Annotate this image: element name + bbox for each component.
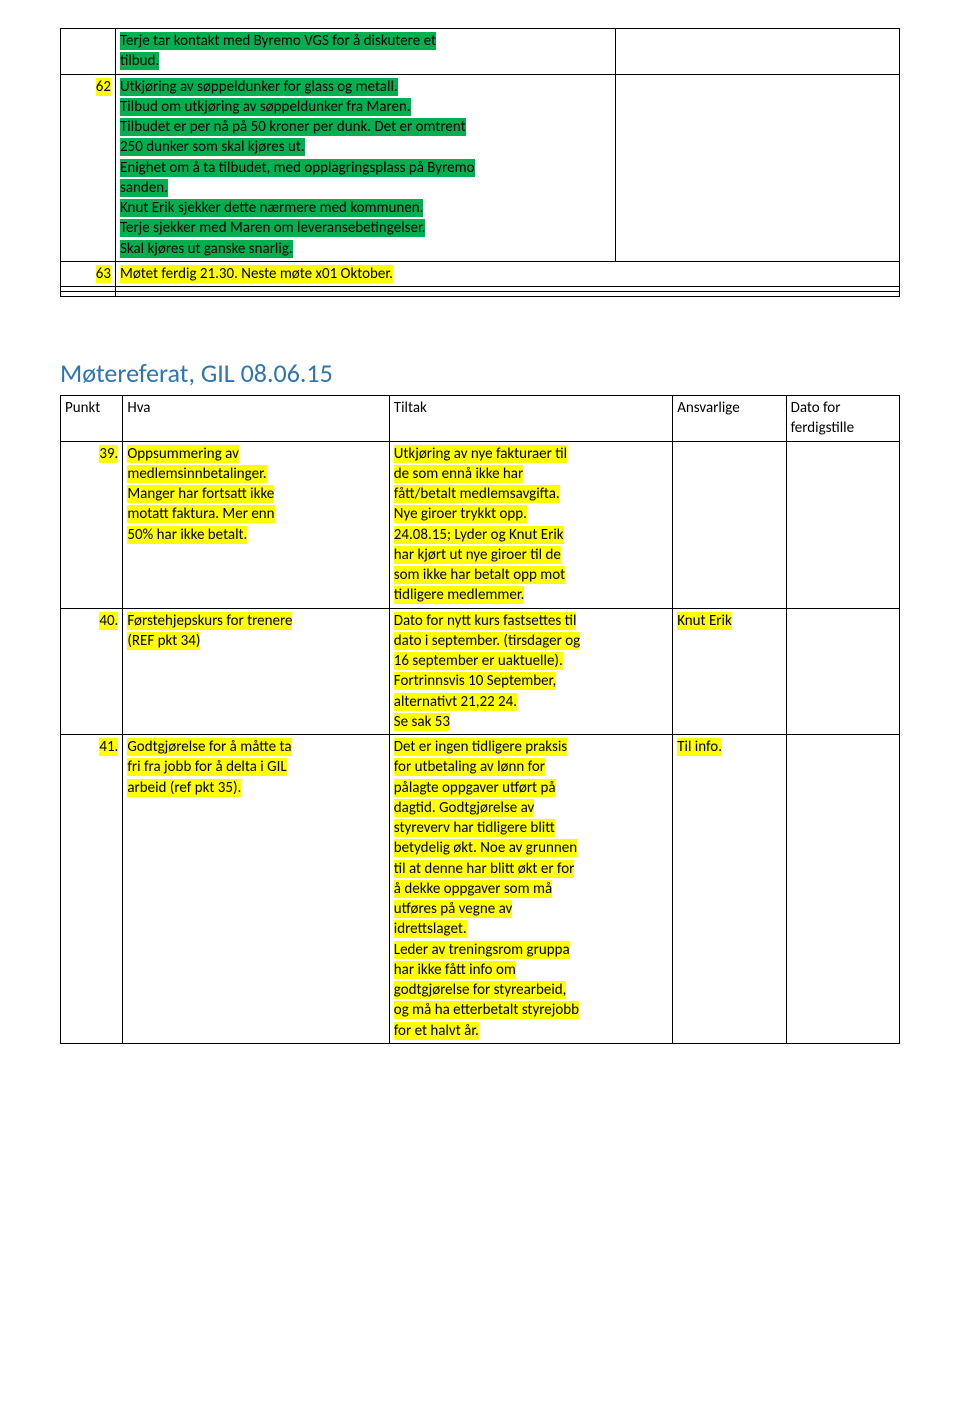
text-segment: dato i september. (tirsdager og [394, 632, 580, 650]
text-segment: Dato for nytt kurs fastsettes til [394, 612, 577, 630]
text-segment: 50% har ikke betalt. [127, 526, 247, 544]
header-dato: Dato for ferdigstille [786, 396, 899, 442]
header-tiltak: Tiltak [389, 396, 672, 442]
text-segment: 24.08.15; Lyder og Knut Erik [394, 526, 564, 544]
text-segment: motatt faktura. Mer enn [127, 505, 274, 523]
table-header-row: Punkt Hva Tiltak Ansvarlige Dato for fer… [61, 396, 900, 442]
page-title: Møtereferat, GIL 08.06.15 [60, 357, 900, 389]
text-segment: Leder av treningsrom gruppa [394, 941, 570, 959]
cell-tiltak: Utkjøring av nye fakturaer til de som enn… [389, 441, 672, 608]
cell-hva: Førstehjepskurs for trenere (REF pkt 34) [123, 608, 389, 735]
row-content: Møtet ferdig 21.30. Neste møte x01 Oktob… [116, 261, 900, 286]
cell-dato [786, 735, 899, 1044]
text-segment: Fortrinnsvis 10 September, [394, 672, 557, 690]
text-segment: Knut Erik sjekker dette nærmere med komm… [120, 199, 423, 217]
text-segment: betydelig økt. Noe av grunnen [394, 839, 577, 857]
row-number: 40. [61, 608, 123, 735]
header-punkt: Punkt [61, 396, 123, 442]
text-segment: styreverv har tidligere blitt [394, 819, 555, 837]
text-segment: godtgjørelse for styrearbeid, [394, 981, 567, 999]
text-segment: dagtid. Godtgjørelse av [394, 799, 535, 817]
row-number [61, 292, 116, 297]
text-segment: Godtgjørelse for å måtte ta [127, 738, 291, 756]
text-segment: Se sak 53 [394, 713, 450, 731]
row-number: 41. [61, 735, 123, 1044]
table-row [61, 292, 900, 297]
row-number: 62 [61, 74, 116, 261]
text-segment: å dekke oppgaver som må [394, 880, 552, 898]
text-segment: de som ennå ikke har [394, 465, 523, 483]
text-segment: fått/betalt medlemsavgifta. [394, 485, 560, 503]
table-row: 62Utkjøring av søppeldunker for glass og… [61, 74, 900, 261]
row-content: Terje tar kontakt med Byremo VGS for å d… [116, 29, 616, 75]
text-segment: tidligere medlemmer. [394, 586, 525, 604]
text-segment: 16 september er uaktuelle). [394, 652, 563, 670]
cell-ansvar [673, 441, 786, 608]
text-segment: Det er ingen tidligere praksis [394, 738, 567, 756]
cell-ansvar: Knut Erik [673, 608, 786, 735]
text-segment: 250 dunker som skal kjøres ut. [120, 138, 305, 156]
text-segment: har ikke fått info om [394, 961, 516, 979]
text-segment: Utkjøring av søppeldunker for glass og m… [120, 78, 398, 96]
header-hva: Hva [123, 396, 389, 442]
text-segment: Terje sjekker med Maren om leveransebeti… [120, 219, 425, 237]
text-segment: Enighet om å ta tilbudet, med opplagring… [120, 159, 475, 177]
text-segment: Tilbudet er per nå på 50 kroner per dunk… [120, 118, 466, 136]
cell-hva: Godtgjørelse for å måtte ta fri fra jobb … [123, 735, 389, 1044]
table-row: 40.Førstehjepskurs for trenere (REF pkt 3… [61, 608, 900, 735]
text-segment: Nye giroer trykkt opp. [394, 505, 527, 523]
text-segment: arbeid (ref pkt 35). [127, 779, 241, 797]
row-number: 39. [61, 441, 123, 608]
row-extra [616, 74, 900, 261]
text-segment: Oppsummering av [127, 445, 239, 463]
text-segment: for et halvt år. [394, 1022, 479, 1040]
table-row: 63Møtet ferdig 21.30. Neste møte x01 Okt… [61, 261, 900, 286]
row-extra [616, 29, 900, 75]
table-row: Terje tar kontakt med Byremo VGS for å d… [61, 29, 900, 75]
text-segment: utføres på vegne av [394, 900, 513, 918]
text-segment: Skal kjøres ut ganske snarlig. [120, 240, 293, 258]
text-segment: medlemsinnbetalinger. [127, 465, 266, 483]
text-segment: Terje tar kontakt med Byremo VGS for å d… [120, 32, 436, 50]
table-row: 39.Oppsummering av medlemsinnbetalinger. M… [61, 441, 900, 608]
cell-dato [786, 441, 899, 608]
text-segment: (REF pkt 34) [127, 632, 200, 650]
text-segment: Manger har fortsatt ikke [127, 485, 274, 503]
row-content: Utkjøring av søppeldunker for glass og m… [116, 74, 616, 261]
text-segment: tilbud. [120, 52, 159, 70]
text-segment: som ikke har betalt opp mot [394, 566, 565, 584]
text-segment: Tilbud om utkjøring av søppeldunker fra … [120, 98, 411, 116]
text-segment: fri fra jobb for å delta i GIL [127, 758, 286, 776]
text-segment: for utbetaling av lønn for [394, 758, 545, 776]
row-content [116, 292, 900, 297]
table-row: 41.Godtgjørelse for å måtte ta fri fra jo… [61, 735, 900, 1044]
text-segment: Møtet ferdig 21.30. Neste møte x01 Oktob… [120, 265, 393, 283]
text-segment: til at denne har blitt økt er for [394, 860, 575, 878]
cell-tiltak: Dato for nytt kurs fastsettes til dato i … [389, 608, 672, 735]
text-segment: pålagte oppgaver utført på [394, 779, 556, 797]
cell-ansvar: Til info. [673, 735, 786, 1044]
top-table: Terje tar kontakt med Byremo VGS for å d… [60, 28, 900, 297]
text-segment: Førstehjepskurs for trenere [127, 612, 292, 630]
text-segment: alternativt 21,22 24. [394, 693, 517, 711]
text-segment: har kjørt ut nye giroer til de [394, 546, 561, 564]
text-segment: Utkjøring av nye fakturaer til [394, 445, 567, 463]
text-segment: Til info. [677, 738, 722, 756]
cell-hva: Oppsummering av medlemsinnbetalinger. Mang… [123, 441, 389, 608]
row-number: 63 [61, 261, 116, 286]
header-ansvarlige: Ansvarlige [673, 396, 786, 442]
text-segment: idrettslaget. [394, 920, 467, 938]
text-segment: sanden. [120, 179, 168, 197]
text-segment: og må ha etterbetalt styrejobb [394, 1001, 579, 1019]
bottom-table: Punkt Hva Tiltak Ansvarlige Dato for fer… [60, 395, 900, 1044]
row-number [61, 29, 116, 75]
cell-dato [786, 608, 899, 735]
text-segment: Knut Erik [677, 612, 732, 630]
cell-tiltak: Det er ingen tidligere praksis for utbeta… [389, 735, 672, 1044]
